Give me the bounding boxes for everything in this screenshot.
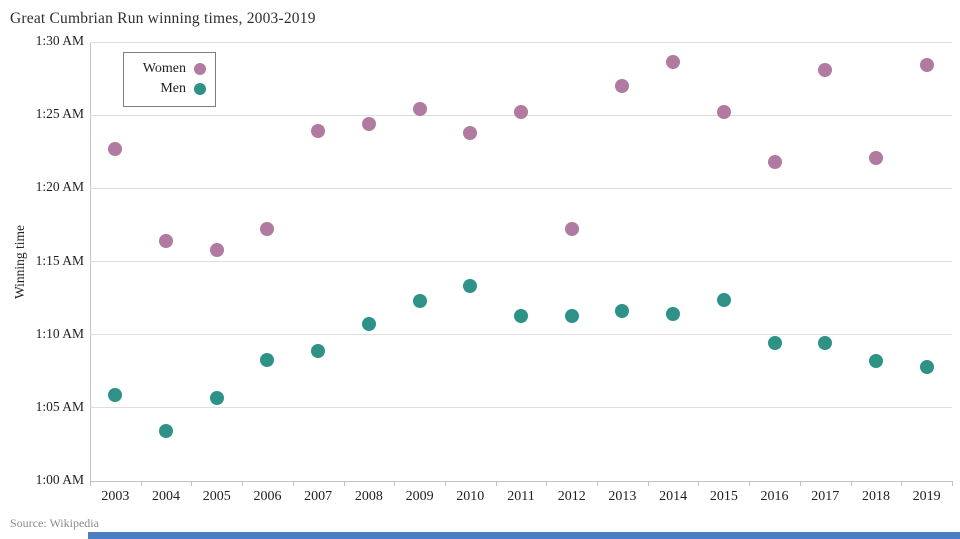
y-tick-label: 1:00 AM <box>35 472 84 487</box>
x-axis-tick <box>495 481 497 486</box>
x-axis-tick <box>597 481 599 486</box>
data-point-men-2011 <box>514 308 528 323</box>
data-point-women-2007 <box>311 124 326 139</box>
x-tick-label-2017: 2017 <box>811 489 840 504</box>
y-axis-line <box>90 42 91 482</box>
data-point-men-2012 <box>564 308 579 323</box>
data-point-women-2011 <box>514 105 528 120</box>
x-tick-label-2019: 2019 <box>912 489 941 504</box>
bottom-accent-bar <box>88 532 960 539</box>
y-tick-label: 1:05 AM <box>35 398 84 414</box>
data-point-men-2014 <box>666 307 681 322</box>
x-tick-label-2012: 2012 <box>557 489 586 504</box>
data-point-men-2004 <box>159 424 174 439</box>
x-axis-tick <box>394 481 396 486</box>
x-tick-label-2004: 2004 <box>152 489 181 504</box>
data-point-men-2015 <box>716 292 731 307</box>
y-tick-label: 1:30 AM <box>35 33 84 48</box>
x-axis-tick <box>140 481 142 486</box>
y-tick-label: 1:15 AM <box>35 252 84 268</box>
data-point-women-2004 <box>159 234 174 248</box>
legend-marker-women-icon <box>194 63 206 75</box>
y-tick-label: 1:20 AM <box>35 179 84 195</box>
data-point-men-2005 <box>209 390 224 405</box>
plot-area <box>90 41 953 486</box>
data-point-women-2015 <box>716 105 731 120</box>
x-axis-tick <box>901 481 903 486</box>
data-point-women-2018 <box>868 150 883 165</box>
x-axis-tick <box>647 481 649 486</box>
x-axis-tick <box>343 481 345 486</box>
gridline-105am <box>90 407 952 409</box>
gridline-110am <box>90 334 952 336</box>
x-tick-label-2009: 2009 <box>405 489 434 504</box>
data-point-men-2013 <box>615 304 630 319</box>
data-point-women-2013 <box>615 78 630 93</box>
data-point-women-2010 <box>463 125 478 140</box>
x-axis-tick <box>698 481 700 486</box>
x-tick-label-2011: 2011 <box>507 489 535 504</box>
x-tick-label-2003: 2003 <box>101 489 130 504</box>
x-axis-tick <box>90 481 91 486</box>
data-point-men-2003 <box>108 387 123 402</box>
data-point-women-2003 <box>108 141 123 156</box>
data-point-women-2016 <box>767 154 782 169</box>
x-axis-tick-labels: 2003 2004 2005 2006 2007 2008 2009 2010 2011 2012… <box>90 489 952 509</box>
source-attribution: Source: Wikipedia <box>10 516 99 530</box>
legend-item-men: Men <box>133 79 206 99</box>
data-point-men-2019 <box>919 359 934 374</box>
data-point-men-2016 <box>767 336 782 351</box>
x-axis-tick <box>749 481 751 486</box>
x-tick-label-2018: 2018 <box>861 489 890 504</box>
x-axis-tick <box>952 481 953 486</box>
data-point-women-2009 <box>412 102 427 117</box>
x-axis-tick <box>242 481 244 486</box>
x-axis-tick <box>444 481 446 486</box>
gridline-120am <box>90 187 952 189</box>
x-axis-tick <box>546 481 548 486</box>
data-point-men-2017 <box>818 336 833 351</box>
x-axis-tick <box>799 481 801 486</box>
y-tick-label: 1:25 AM <box>35 106 84 122</box>
x-tick-label-2005: 2005 <box>202 489 231 504</box>
data-point-women-2012 <box>564 222 579 237</box>
data-point-men-2018 <box>868 354 883 368</box>
data-point-men-2009 <box>412 294 427 308</box>
data-point-women-2014 <box>666 55 681 70</box>
data-point-men-2010 <box>463 279 478 294</box>
legend-label-men: Men <box>160 81 186 96</box>
gridline-115am <box>90 261 952 262</box>
x-tick-label-2007: 2007 <box>304 489 333 504</box>
legend-marker-men-icon <box>194 83 206 95</box>
y-tick-label: 1:10 AM <box>35 325 84 341</box>
x-axis-tick <box>292 481 294 486</box>
x-tick-label-2008: 2008 <box>354 489 383 504</box>
x-axis-tick <box>850 481 852 486</box>
data-point-women-2017 <box>818 62 833 77</box>
data-point-women-2005 <box>209 242 224 257</box>
x-tick-label-2016: 2016 <box>760 489 789 504</box>
data-point-women-2008 <box>361 116 376 131</box>
x-tick-label-2014: 2014 <box>659 489 688 504</box>
x-tick-label-2006: 2006 <box>253 489 282 504</box>
data-point-women-2006 <box>260 222 275 237</box>
x-tick-label-2013: 2013 <box>608 489 637 504</box>
x-axis-tick <box>191 481 193 486</box>
legend: Women Men <box>123 52 216 107</box>
legend-label-women: Women <box>142 61 186 76</box>
chart-title: Great Cumbrian Run winning times, 2003-2… <box>10 10 316 27</box>
data-point-men-2007 <box>311 343 326 358</box>
data-point-women-2019 <box>919 58 934 73</box>
data-point-men-2008 <box>361 317 376 332</box>
x-tick-label-2010: 2010 <box>456 489 485 504</box>
y-axis-tick-labels: 1:00 AM 1:05 AM 1:10 AM 1:15 AM 1:20 AM 1:25 … <box>4 33 84 487</box>
gridline-100am <box>90 480 952 482</box>
data-point-men-2006 <box>260 352 275 367</box>
gridline-130am <box>90 41 952 43</box>
x-tick-label-2015: 2015 <box>709 489 738 504</box>
legend-item-women: Women <box>133 59 206 79</box>
